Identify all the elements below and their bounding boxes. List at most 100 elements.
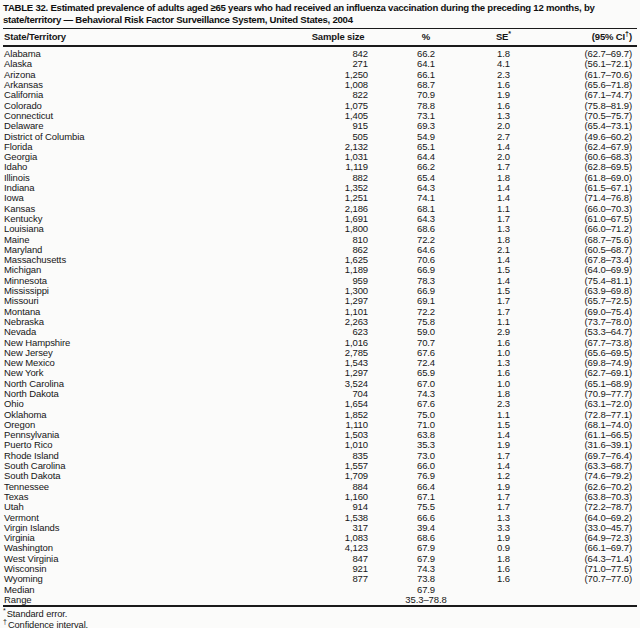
footnote-text-confidence-interval: Confidence interval. <box>8 620 88 628</box>
cell-pct: 65.1 <box>371 142 481 152</box>
cell-sample: 1,251 <box>305 193 371 203</box>
cell-ci: (72.2–78.7) <box>526 502 637 512</box>
cell-sample: 877 <box>305 574 371 584</box>
cell-state: Connecticut <box>3 111 305 121</box>
cell-sample: 1,557 <box>305 461 371 471</box>
cell-sample: 1,250 <box>305 70 371 80</box>
cell-sample: 835 <box>305 451 371 461</box>
cell-sample: 884 <box>305 482 371 492</box>
cell-se: 1.4 <box>481 461 526 471</box>
cell-pct: 67.6 <box>371 399 481 409</box>
table-row: Maryland86264.62.1(60.5–68.7) <box>3 245 637 255</box>
cell-sample: 1,101 <box>305 307 371 317</box>
cell-sample: 1,083 <box>305 533 371 543</box>
cell-pct: 35.3–78.8 <box>371 595 481 606</box>
cell-ci: (49.6–60.2) <box>526 132 637 142</box>
cell-se: 1.6 <box>481 368 526 378</box>
cell-ci: (65.1–68.9) <box>526 379 637 389</box>
cell-se: 1.5 <box>481 286 526 296</box>
cell-pct: 74.3 <box>371 564 481 574</box>
cell-se: 1.7 <box>481 307 526 317</box>
cell-pct: 74.3 <box>371 389 481 399</box>
cell-sample: 1,075 <box>305 101 371 111</box>
cell-pct: 75.8 <box>371 317 481 327</box>
table-row: Alaska27164.14.1(56.1–72.1) <box>3 59 637 69</box>
cell-pct: 68.6 <box>371 224 481 234</box>
cell-se: 2.7 <box>481 132 526 142</box>
cell-state: Colorado <box>3 101 305 111</box>
table-row: Puerto Rico1,01035.31.9(31.6–39.1) <box>3 440 637 450</box>
table-row: Missouri1,29769.11.7(65.7–72.5) <box>3 296 637 306</box>
cell-se: 1.3 <box>481 111 526 121</box>
cell-ci: (73.7–78.0) <box>526 317 637 327</box>
cell-ci: (61.1–66.5) <box>526 430 637 440</box>
cell-pct: 71.0 <box>371 420 481 430</box>
table-row: Montana1,10172.21.7(69.0–75.4) <box>3 307 637 317</box>
document-page: TABLE 32. Estimated prevalence of adults… <box>0 0 640 628</box>
cell-ci: (64.0–69.2) <box>526 513 637 523</box>
cell-state: Nevada <box>3 327 305 337</box>
header-row: State/Territory Sample size % SE* (95% C… <box>3 29 637 47</box>
cell-pct: 54.9 <box>371 132 481 142</box>
cell-state: Kentucky <box>3 214 305 224</box>
cell-ci: (65.4–73.1) <box>526 121 637 131</box>
cell-pct: 73.8 <box>371 574 481 584</box>
cell-se: 1.9 <box>481 440 526 450</box>
prevalence-table: State/Territory Sample size % SE* (95% C… <box>3 28 637 607</box>
cell-state: Rhode Island <box>3 451 305 461</box>
cell-pct: 70.6 <box>371 255 481 265</box>
cell-sample: 3,524 <box>305 379 371 389</box>
table-row: Georgia1,03164.42.0(60.6–68.3) <box>3 152 637 162</box>
cell-sample: 704 <box>305 389 371 399</box>
table-row: Michigan1,18966.91.5(64.0–69.9) <box>3 265 637 275</box>
cell-state: New Hampshire <box>3 338 305 348</box>
cell-pct: 64.1 <box>371 59 481 69</box>
cell-sample: 847 <box>305 554 371 564</box>
table-row: Iowa1,25174.11.4(71.4–76.8) <box>3 193 637 203</box>
cell-se <box>481 585 526 595</box>
cell-sample: 822 <box>305 90 371 100</box>
cell-se: 1.6 <box>481 564 526 574</box>
cell-state: Texas <box>3 492 305 502</box>
cell-pct: 64.3 <box>371 183 481 193</box>
cell-se: 1.1 <box>481 204 526 214</box>
cell-se: 2.0 <box>481 121 526 131</box>
cell-state: North Dakota <box>3 389 305 399</box>
ci-header-label: (95% CI <box>592 31 625 42</box>
cell-se: 1.6 <box>481 101 526 111</box>
cell-se: 1.9 <box>481 482 526 492</box>
cell-state: New Jersey <box>3 348 305 358</box>
table-row: Mississippi1,30066.91.5(63.9–69.8) <box>3 286 637 296</box>
cell-state: New York <box>3 368 305 378</box>
se-footnote-marker: * <box>508 30 511 37</box>
table-row: Utah91475.51.7(72.2–78.7) <box>3 502 637 512</box>
cell-ci: (63.1–72.0) <box>526 399 637 409</box>
cell-ci: (53.3–64.7) <box>526 327 637 337</box>
cell-state: West Virginia <box>3 554 305 564</box>
table-row: Arkansas1,00868.71.6(65.6–71.8) <box>3 80 637 90</box>
cell-ci: (64.9–72.3) <box>526 533 637 543</box>
cell-state: Tennessee <box>3 482 305 492</box>
cell-ci: (62.6–70.2) <box>526 482 637 492</box>
cell-sample: 2,132 <box>305 142 371 152</box>
cell-se: 1.8 <box>481 554 526 564</box>
cell-sample: 1,119 <box>305 162 371 172</box>
cell-ci: (69.7–76.4) <box>526 451 637 461</box>
cell-sample: 1,852 <box>305 410 371 420</box>
cell-sample: 1,405 <box>305 111 371 121</box>
cell-state: Mississippi <box>3 286 305 296</box>
cell-pct: 69.3 <box>371 121 481 131</box>
cell-sample: 2,186 <box>305 204 371 214</box>
cell-sample: 1,031 <box>305 152 371 162</box>
cell-state: Oregon <box>3 420 305 430</box>
cell-ci: (72.8–77.1) <box>526 410 637 420</box>
cell-state: Pennsylvania <box>3 430 305 440</box>
cell-pct: 66.6 <box>371 513 481 523</box>
cell-se <box>481 595 526 606</box>
cell-se: 1.1 <box>481 410 526 420</box>
cell-sample: 1,709 <box>305 471 371 481</box>
cell-pct: 72.2 <box>371 235 481 245</box>
cell-pct: 66.4 <box>371 482 481 492</box>
cell-se: 1.7 <box>481 502 526 512</box>
cell-pct: 73.1 <box>371 111 481 121</box>
